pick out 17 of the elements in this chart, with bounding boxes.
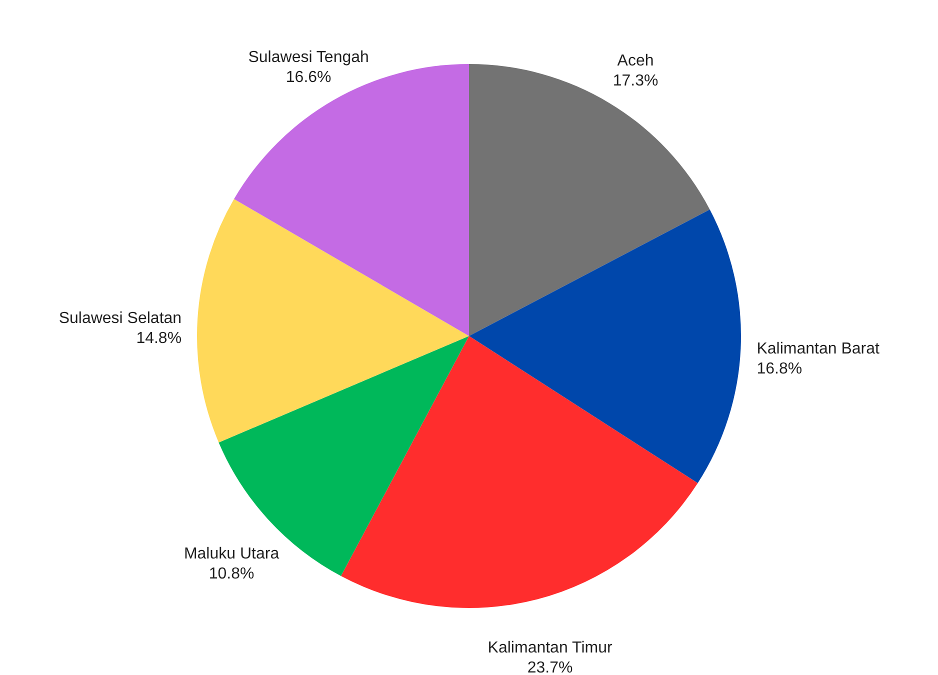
slice-label: Kalimantan Barat (756, 340, 880, 358)
slice-label: Sulawesi Tengah (248, 48, 369, 66)
data-label: 23.7% (527, 660, 573, 675)
slice-label: Aceh (617, 52, 654, 70)
pie-slice (340, 336, 698, 608)
data-label: 17.3% (612, 72, 658, 90)
pie-slice (469, 64, 710, 336)
pie-slice (197, 199, 469, 442)
data-label: 16.8% (756, 360, 802, 378)
slice-label: Kalimantan Timur (488, 640, 613, 657)
pie-slice (234, 64, 469, 336)
data-label: 10.8% (208, 565, 254, 582)
pie-slice (469, 209, 741, 484)
data-label: 16.6% (286, 68, 332, 86)
slice-label: Maluku Utara (184, 545, 280, 562)
slice-label: Sulawesi Selatan (58, 310, 182, 327)
data-label: 14.8% (136, 330, 182, 347)
